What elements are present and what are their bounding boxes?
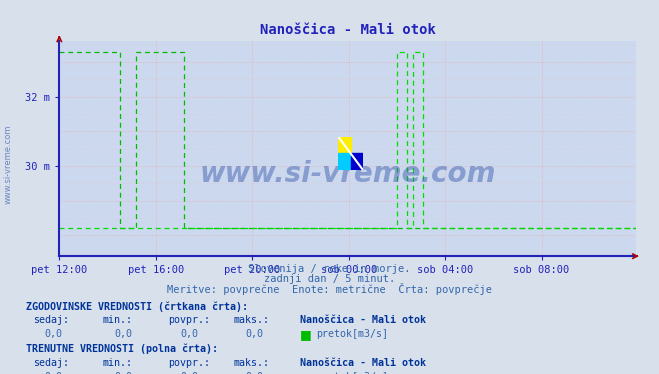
Text: ■: ■ [300, 371, 312, 374]
Text: pretok[m3/s]: pretok[m3/s] [316, 329, 388, 340]
Text: povpr.:: povpr.: [168, 358, 210, 368]
Text: povpr.:: povpr.: [168, 315, 210, 325]
Title: Nanoščica - Mali otok: Nanoščica - Mali otok [260, 23, 436, 37]
Text: maks.:: maks.: [234, 315, 270, 325]
Text: www.si-vreme.com: www.si-vreme.com [200, 160, 496, 188]
Text: min.:: min.: [102, 358, 132, 368]
Polygon shape [351, 153, 363, 170]
Text: 0,0: 0,0 [45, 329, 63, 340]
Text: sedaj:: sedaj: [33, 315, 69, 325]
Text: Slovenija / reke in morje.: Slovenija / reke in morje. [248, 264, 411, 275]
Text: sedaj:: sedaj: [33, 358, 69, 368]
Text: TRENUTNE VREDNOSTI (polna črta):: TRENUTNE VREDNOSTI (polna črta): [26, 344, 218, 354]
Text: 0,0: 0,0 [114, 329, 132, 340]
Text: 0,0: 0,0 [45, 372, 63, 374]
Text: 0,0: 0,0 [114, 372, 132, 374]
Text: Nanoščica - Mali otok: Nanoščica - Mali otok [300, 315, 426, 325]
Polygon shape [338, 153, 351, 170]
Text: maks.:: maks.: [234, 358, 270, 368]
Text: 0,0: 0,0 [180, 372, 198, 374]
Text: min.:: min.: [102, 315, 132, 325]
Text: Meritve: povprečne  Enote: metrične  Črta: povprečje: Meritve: povprečne Enote: metrične Črta:… [167, 283, 492, 295]
Text: Nanoščica - Mali otok: Nanoščica - Mali otok [300, 358, 426, 368]
Text: 0,0: 0,0 [246, 372, 264, 374]
Text: 0,0: 0,0 [246, 329, 264, 340]
Text: 0,0: 0,0 [180, 329, 198, 340]
Text: www.si-vreme.com: www.si-vreme.com [3, 125, 13, 204]
Text: pretok[m3/s]: pretok[m3/s] [316, 372, 388, 374]
Text: zadnji dan / 5 minut.: zadnji dan / 5 minut. [264, 274, 395, 284]
Bar [338, 137, 351, 153]
Text: ZGODOVINSKE VREDNOSTI (črtkana črta):: ZGODOVINSKE VREDNOSTI (črtkana črta): [26, 301, 248, 312]
Text: ■: ■ [300, 328, 312, 341]
